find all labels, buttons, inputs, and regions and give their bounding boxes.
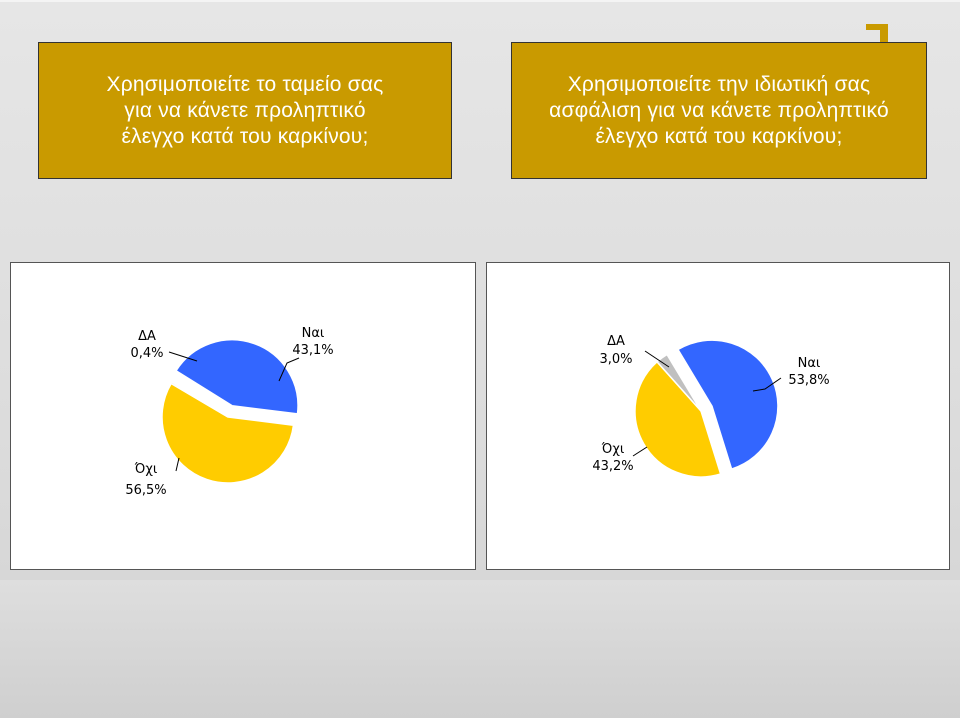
chart-panel-fund: Ναι 43,1% Όχι 56,5% ΔΑ 0,4% — [10, 262, 476, 570]
title-line: Χρησιμοποιείτε το ταμείο σας — [106, 72, 384, 96]
title-line: για να κάνετε προληπτικό — [124, 98, 366, 122]
pie-slice-dk — [170, 380, 229, 418]
title-line: Χρησιμοποιείτε την ιδιωτική σας — [567, 72, 871, 96]
bottom-band — [0, 580, 960, 718]
title-line: έλεγχο κατά του καρκίνου; — [595, 124, 843, 148]
slice-label-yes: Ναι — [798, 356, 821, 371]
leader-line-no — [632, 446, 648, 457]
pie-chart-private-insurance: Ναι 53,8% Όχι 43,2% ΔΑ 3,0% — [592, 334, 830, 478]
leader-line-yes — [752, 377, 782, 392]
chart-panel-private-insurance: Ναι 53,8% Όχι 43,2% ΔΑ 3,0% — [486, 262, 950, 570]
pie-slice-no — [634, 360, 722, 478]
leader-line-no — [175, 457, 180, 472]
leader-line-dk — [644, 350, 670, 368]
title-box-fund: Χρησιμοποιείτε το ταμείο σας για να κάνε… — [38, 42, 452, 179]
slice-label-dk: ΔΑ — [138, 329, 156, 344]
slice-value-dk: 3,0% — [599, 352, 632, 367]
slice-label-no: Όχι — [134, 462, 157, 477]
pie-slice-dk — [655, 353, 702, 412]
leader-line-yes — [278, 357, 300, 382]
pie-slice-yes — [175, 338, 299, 415]
leader-line-dk — [168, 351, 198, 362]
slice-label-yes: Ναι — [302, 326, 325, 341]
corner-bracket-icon — [866, 24, 888, 44]
title-line: έλεγχο κατά του καρκίνου; — [121, 124, 369, 148]
slice-value-no: 43,2% — [592, 459, 633, 474]
slice-value-yes: 53,8% — [788, 373, 829, 388]
slice-label-no: Όχι — [601, 442, 624, 457]
top-line — [0, 0, 960, 2]
pie-chart-fund: Ναι 43,1% Όχι 56,5% ΔΑ 0,4% — [125, 326, 333, 498]
title-box-private-insurance: Χρησιμοποιείτε την ιδιωτική σας ασφάλιση… — [511, 42, 927, 179]
pie-slice-yes — [676, 339, 779, 471]
slice-value-no: 56,5% — [125, 483, 166, 498]
slice-label-dk: ΔΑ — [607, 334, 625, 349]
slice-value-yes: 43,1% — [292, 343, 333, 358]
pie-slice-no — [161, 382, 295, 484]
slice-value-dk: 0,4% — [130, 346, 163, 361]
title-line: ασφάλιση για να κάνετε προληπτικό — [549, 98, 889, 122]
